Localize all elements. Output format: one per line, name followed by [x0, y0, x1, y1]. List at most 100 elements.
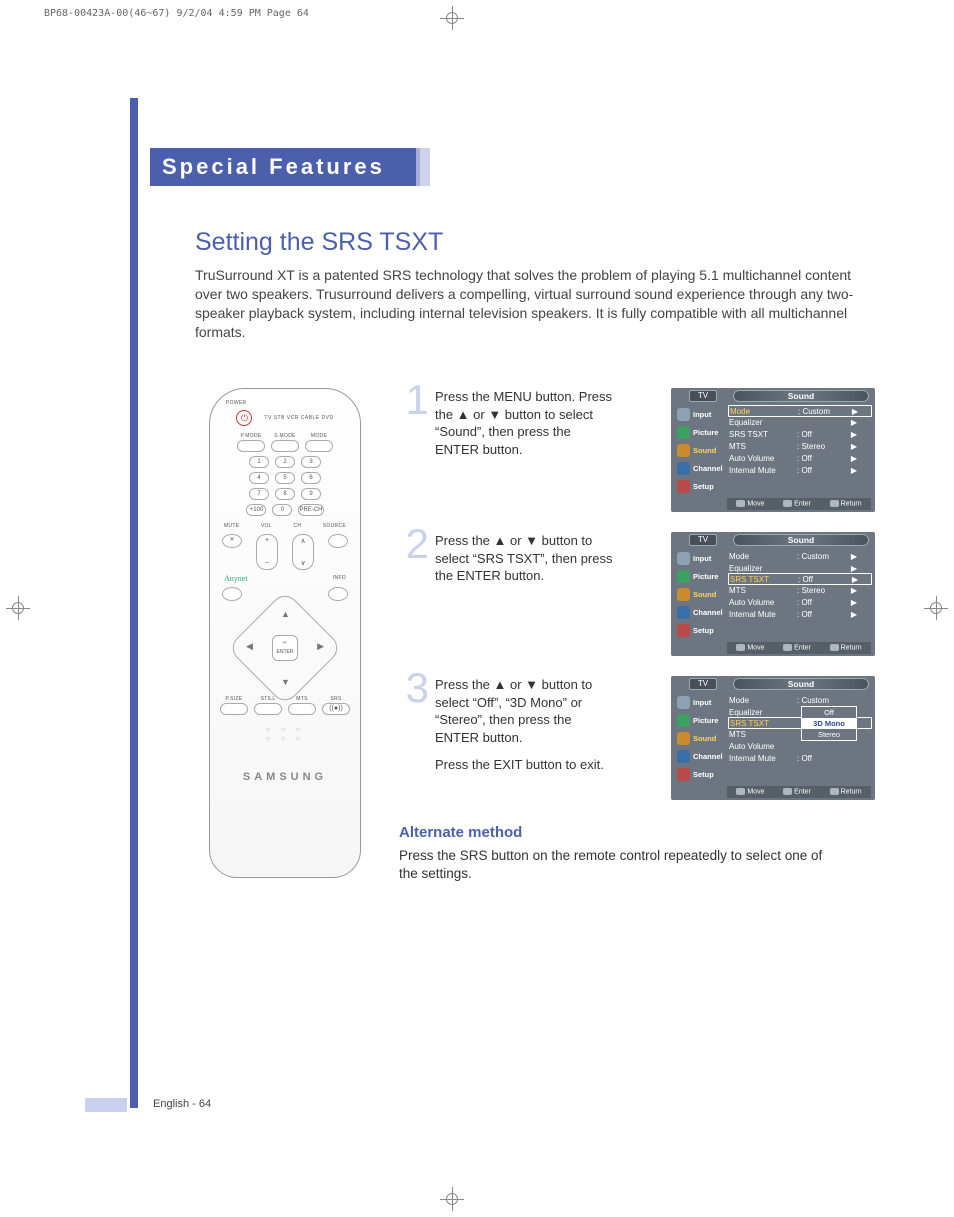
- source-button-icon: [328, 534, 348, 548]
- osd-header: Sound: [733, 678, 869, 690]
- remote-label: ENTER: [277, 649, 294, 655]
- step-1: 1 Press the MENU button. Press the ▲ or …: [395, 388, 875, 516]
- registration-mark: [924, 596, 948, 620]
- osd-sidebar: Input Picture Sound Channel Setup: [675, 694, 725, 784]
- remote-label: MUTE: [224, 523, 239, 529]
- registration-mark: [6, 596, 30, 620]
- step-text: Press the ▲ or ▼ button to select “Off”,…: [435, 676, 615, 774]
- remote-label: POWER: [218, 400, 352, 406]
- osd-sidebar: Input Picture Sound Channel Setup: [675, 550, 725, 640]
- step-number: 3: [395, 664, 429, 712]
- remote-button: [328, 587, 348, 601]
- step-text: Press the MENU button. Press the ▲ or ▼ …: [435, 388, 615, 458]
- osd-header: Sound: [733, 390, 869, 402]
- osd-footer: MoveEnterReturn: [727, 642, 871, 654]
- brand-logo: SAMSUNG: [218, 771, 352, 783]
- remote-numpad: 6: [301, 472, 321, 484]
- osd-tab: Channel: [693, 608, 723, 617]
- remote-numpad: 9: [301, 488, 321, 500]
- osd-tab: Picture: [693, 428, 718, 437]
- steps-column: 1 Press the MENU button. Press the ▲ or …: [395, 388, 875, 883]
- remote-numpad: 7: [249, 488, 269, 500]
- step-3: 3 Press the ▲ or ▼ button to select “Off…: [395, 676, 875, 808]
- remote-dots: ○ ○ ○○ ○ ○: [218, 725, 352, 743]
- osd-popup-option-selected: 3D Mono: [802, 718, 856, 729]
- osd-tab: Sound: [693, 590, 716, 599]
- osd-tab: Input: [693, 698, 711, 707]
- osd-tv-label: TV: [689, 678, 717, 690]
- page: Special Features Setting the SRS TSXT Tr…: [45, 48, 909, 1168]
- remote-button: [222, 587, 242, 601]
- footer-tab: [85, 1098, 127, 1112]
- remote-button: [254, 703, 282, 715]
- registration-mark: [440, 6, 464, 30]
- channel-rocker: ∧∨: [292, 534, 314, 570]
- step-number: 1: [395, 376, 429, 424]
- remote-numpad: 8: [275, 488, 295, 500]
- remote-button: [237, 440, 265, 452]
- srs-button: ((●)): [322, 703, 350, 715]
- crop-info: BP68-00423A-00(46~67) 9/2/04 4:59 PM Pag…: [44, 8, 309, 19]
- remote-numpad: 2: [275, 456, 295, 468]
- remote-label: SRS: [322, 696, 350, 702]
- remote-label: SOURCE: [323, 523, 346, 529]
- power-button-icon: ⏻: [236, 410, 252, 426]
- remote-label: P.SIZE: [220, 696, 248, 702]
- osd-tab: Input: [693, 410, 711, 419]
- remote-label: TV STB VCR CABLE DVD: [264, 415, 333, 421]
- remote-label: CH: [293, 523, 301, 529]
- osd-tv-label: TV: [689, 534, 717, 546]
- step-text: Press the ▲ or ▼ button to select “SRS T…: [435, 532, 615, 585]
- intro-paragraph: TruSurround XT is a patented SRS technol…: [195, 266, 865, 342]
- step-2: 2 Press the ▲ or ▼ button to select “SRS…: [395, 532, 875, 660]
- remote-numpad: 5: [275, 472, 295, 484]
- osd-screenshot-3: TV Sound Input Picture Sound Channel Setu…: [671, 676, 875, 800]
- page-title: Setting the SRS TSXT: [195, 228, 443, 257]
- remote-label: MODE: [305, 433, 333, 439]
- osd-popup: Off 3D Mono Stereo: [801, 706, 857, 741]
- section-heading: Special Features: [150, 148, 420, 186]
- alternate-method-heading: Alternate method: [399, 824, 875, 841]
- osd-sidebar: Input Picture Sound Channel Setup: [675, 406, 725, 496]
- osd-tab: Setup: [693, 770, 714, 779]
- remote-button: [288, 703, 316, 715]
- alternate-method-text: Press the SRS button on the remote contr…: [399, 847, 839, 883]
- remote-numpad: 1: [249, 456, 269, 468]
- volume-rocker: +−: [256, 534, 278, 570]
- osd-header: Sound: [733, 534, 869, 546]
- osd-tab: Input: [693, 554, 711, 563]
- osd-tab: Picture: [693, 572, 718, 581]
- osd-tab: Sound: [693, 446, 716, 455]
- osd-screenshot-1: TV Sound Input Picture Sound Channel Setu…: [671, 388, 875, 512]
- remote-button: +100: [246, 504, 266, 516]
- osd-tab: Setup: [693, 482, 714, 491]
- osd-footer: MoveEnterReturn: [727, 498, 871, 510]
- remote-control-illustration: POWER ⏻ TV STB VCR CABLE DVD P.MODE S.MO…: [209, 388, 361, 878]
- osd-tab: Channel: [693, 464, 723, 473]
- side-accent-bar: [130, 98, 138, 1108]
- osd-tab: Setup: [693, 626, 714, 635]
- mute-button-icon: ✕: [222, 534, 242, 548]
- section-heading-shadow: [420, 148, 430, 186]
- osd-screenshot-2: TV Sound Input Picture Sound Channel Setu…: [671, 532, 875, 656]
- page-number: English - 64: [153, 1098, 211, 1110]
- remote-numpad: 0: [272, 504, 292, 516]
- osd-tab: Picture: [693, 716, 718, 725]
- step-number: 2: [395, 520, 429, 568]
- remote-button: [271, 440, 299, 452]
- registration-mark: [440, 1187, 464, 1211]
- remote-numpad: 4: [249, 472, 269, 484]
- osd-popup-option: Stereo: [802, 729, 856, 740]
- remote-label: INFO: [333, 575, 346, 582]
- remote-button: [220, 703, 248, 715]
- osd-list: Mode: Custom▶ Equalizer▶ SRS TSXT: Off▶ …: [729, 550, 871, 620]
- remote-label: S.MODE: [271, 433, 299, 439]
- remote-button: [305, 440, 333, 452]
- dpad: ▲ ▼ ◀ ▶ ↵ENTER: [244, 607, 326, 689]
- osd-popup-option: Off: [802, 707, 856, 718]
- osd-footer: MoveEnterReturn: [727, 786, 871, 798]
- remote-label: VOL: [261, 523, 272, 529]
- osd-tab: Sound: [693, 734, 716, 743]
- osd-tv-label: TV: [689, 390, 717, 402]
- remote-numpad: 3: [301, 456, 321, 468]
